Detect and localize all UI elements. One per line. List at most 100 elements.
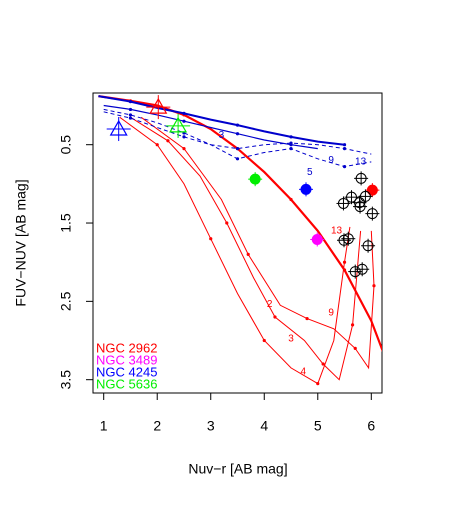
model-point <box>273 315 277 319</box>
data-point <box>248 172 263 187</box>
model-point <box>372 284 376 288</box>
legend-entry: NGC 4245 <box>96 364 157 379</box>
x-tick-label: 5 <box>314 418 322 434</box>
model-point <box>235 147 240 151</box>
annotation: 13 <box>331 225 343 236</box>
data-point <box>336 196 351 211</box>
data-point <box>310 232 325 247</box>
marker <box>356 263 368 275</box>
marker <box>354 201 366 213</box>
model-curve <box>98 95 345 146</box>
marker <box>355 172 367 184</box>
model-point <box>235 157 240 161</box>
x-tick-label: 2 <box>153 418 161 434</box>
annotation: 5 <box>307 167 313 178</box>
model-point <box>342 147 347 151</box>
model-point <box>350 323 355 327</box>
model-point <box>235 123 240 127</box>
legend-entry: NGC 3489 <box>96 352 157 367</box>
marker <box>349 266 361 278</box>
model-point <box>182 147 186 151</box>
marker <box>345 191 357 203</box>
model-point <box>305 316 309 321</box>
model-point <box>316 382 320 386</box>
data-point <box>352 195 367 210</box>
model-curve <box>103 104 318 150</box>
model-point <box>289 147 293 151</box>
data-point <box>365 183 380 198</box>
data-point <box>354 171 369 186</box>
model-point <box>128 107 133 112</box>
x-tick-label: 3 <box>207 418 215 434</box>
annotation: 2 <box>267 299 273 310</box>
model-point <box>289 197 293 202</box>
y-tick-label: 3.5 <box>58 370 74 390</box>
model-point <box>209 237 213 241</box>
marker <box>342 233 354 245</box>
model-point <box>353 346 357 350</box>
model-point <box>246 252 250 256</box>
data-point <box>146 95 171 120</box>
x-tick-label: 1 <box>100 418 108 434</box>
marker <box>149 97 168 114</box>
data-point <box>355 262 370 277</box>
model-point <box>182 111 186 115</box>
model-point <box>166 139 170 143</box>
annotation: 3 <box>219 130 225 141</box>
model-point <box>321 362 325 366</box>
marker <box>300 183 312 195</box>
data-point <box>166 113 191 138</box>
annotation: 9 <box>328 308 334 319</box>
annotation: 13 <box>355 157 367 168</box>
marker <box>249 173 261 185</box>
annotation: 3 <box>288 334 294 345</box>
model-point <box>342 143 347 147</box>
model-point <box>342 260 347 264</box>
model-point <box>182 119 186 123</box>
plot-frame <box>92 92 383 394</box>
data-point <box>353 199 368 214</box>
data-point <box>365 206 380 221</box>
marker <box>359 190 371 202</box>
marker <box>362 240 374 252</box>
x-tick-label: 4 <box>260 418 268 434</box>
marker <box>354 197 366 209</box>
model-point <box>128 100 133 104</box>
marker <box>337 197 349 209</box>
data-point <box>299 182 314 197</box>
data-point <box>348 264 363 279</box>
data-point <box>358 189 373 204</box>
annotation: 9 <box>328 155 334 166</box>
model-point <box>235 132 240 136</box>
x-axis-title: Nuv−r [AB mag] <box>188 461 287 477</box>
marker <box>366 184 378 196</box>
model-point <box>128 116 133 120</box>
legend-entry: NGC 2962 <box>96 340 157 355</box>
y-tick-label: 0.5 <box>58 135 74 155</box>
y-tick-label: 1.5 <box>58 213 74 233</box>
model-point <box>396 390 399 393</box>
model-curve <box>98 95 382 353</box>
model-point <box>289 141 293 145</box>
marker <box>109 119 128 136</box>
y-axis-title: FUV−NUV [AB mag] <box>13 179 29 306</box>
annotation: 4 <box>301 366 307 377</box>
model-point <box>182 135 186 139</box>
model-point <box>289 135 293 139</box>
model-point <box>155 143 159 147</box>
data-point <box>106 117 131 142</box>
data-point <box>341 231 356 246</box>
model-point <box>262 338 266 343</box>
marker <box>169 116 188 133</box>
model-point <box>342 165 347 169</box>
model-point <box>128 113 133 117</box>
data-point <box>344 190 359 205</box>
model-point <box>225 221 229 225</box>
y-tick-label: 2.5 <box>58 291 74 311</box>
data-point <box>361 238 376 253</box>
legend-entry: NGC 5636 <box>96 376 157 391</box>
marker <box>311 233 323 245</box>
x-tick-label: 6 <box>367 418 375 434</box>
marker <box>366 208 378 220</box>
